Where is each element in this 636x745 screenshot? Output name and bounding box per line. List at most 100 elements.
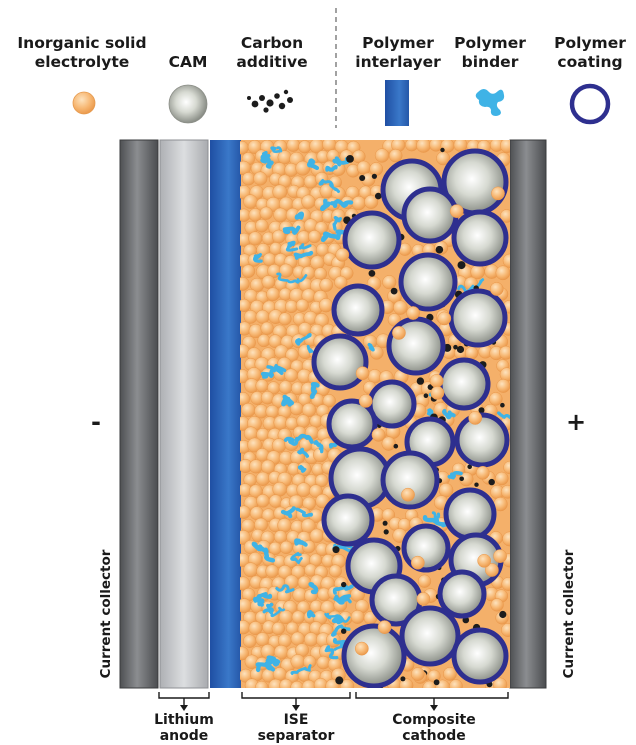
binder-strand-49 bbox=[442, 408, 456, 420]
binder-strand-62 bbox=[332, 215, 343, 231]
electrolyte-particle-392 bbox=[279, 540, 293, 555]
electrolyte-particle-514 bbox=[279, 678, 293, 688]
coated-cam-particle-9 bbox=[311, 333, 369, 391]
electrolyte-particle-122 bbox=[262, 252, 277, 267]
electrolyte-particle-front-32 bbox=[477, 553, 492, 568]
binder-strand-16 bbox=[294, 211, 305, 220]
electrolyte-particle-339 bbox=[272, 481, 288, 497]
electrolyte-particle-front-21 bbox=[468, 411, 483, 425]
binder-strand-20 bbox=[251, 541, 276, 563]
carbon-cluster-icon bbox=[247, 89, 293, 113]
electrolyte-particle-305 bbox=[381, 436, 396, 451]
electrolyte-particle-335 bbox=[495, 471, 509, 486]
binder-strand-1 bbox=[275, 584, 295, 594]
electrolyte-particle-170 bbox=[295, 298, 309, 312]
carbon-particle-59 bbox=[459, 476, 465, 482]
carbon-particle-9 bbox=[375, 192, 382, 200]
electrolyte-particle-450 bbox=[490, 598, 504, 612]
binder-strand-65 bbox=[331, 624, 351, 637]
electrolyte-particle-270 bbox=[301, 402, 317, 418]
electrolyte-particle-77 bbox=[351, 195, 366, 211]
electrolyte-particle-524 bbox=[449, 679, 463, 688]
binder-strand-17 bbox=[260, 150, 268, 161]
binder-strand-10 bbox=[281, 394, 295, 407]
electrolyte-particle-172 bbox=[318, 298, 334, 313]
interlayer-block-icon bbox=[385, 80, 409, 126]
carbon-particle-97 bbox=[400, 676, 406, 682]
electrolyte-particle-298 bbox=[247, 437, 263, 453]
separator-bracket bbox=[241, 692, 351, 699]
legend-binder-label-line2: binder bbox=[462, 53, 519, 71]
coated-cam-particle-6 bbox=[331, 283, 385, 337]
binder-strand-3 bbox=[306, 344, 314, 354]
legend-coating-label-line1: Polymer bbox=[554, 34, 626, 52]
separator-arrow-icon bbox=[292, 705, 300, 711]
electrolyte-particle-91 bbox=[255, 218, 269, 233]
electrolyte-particle-454 bbox=[278, 609, 294, 625]
electrolyte-particle-7 bbox=[322, 140, 337, 152]
binder-strand-60 bbox=[332, 584, 354, 595]
legend-inorganic-solid-electrolyte: Inorganic solid electrolyte bbox=[17, 34, 147, 115]
legend: Inorganic solid electrolyte CAM Carbon a… bbox=[17, 8, 626, 128]
coated-cam-particle-18 bbox=[321, 493, 375, 547]
electrolyte-particle-front-29 bbox=[430, 386, 445, 400]
electrolyte-particle-78 bbox=[364, 194, 379, 209]
anode-bracket bbox=[158, 692, 210, 699]
carbon-particle-70 bbox=[368, 270, 376, 277]
binder-strand-39 bbox=[295, 332, 312, 346]
electrolyte-particle-73 bbox=[301, 194, 316, 209]
anode-arrow-icon bbox=[180, 705, 188, 711]
electrolyte-particle-front-35 bbox=[410, 667, 425, 681]
anode-label-line1: Lithium bbox=[154, 712, 214, 728]
carbon-particle-30 bbox=[359, 175, 366, 181]
legend-polymer-interlayer: Polymer interlayer bbox=[355, 34, 441, 126]
carbon-particle-68 bbox=[382, 520, 388, 526]
legend-interlayer-label-line1: Polymer bbox=[362, 34, 434, 52]
electrolyte-particle-424 bbox=[417, 574, 432, 588]
electrolyte-particle-526 bbox=[492, 677, 508, 688]
electrolyte-particle-12 bbox=[405, 140, 419, 152]
carbon-particle-57 bbox=[456, 345, 465, 354]
binder-strand-57 bbox=[331, 615, 344, 625]
binder-strand-47 bbox=[332, 156, 350, 167]
electrolyte-particle-68 bbox=[243, 194, 258, 209]
electrolyte-particle-481 bbox=[240, 646, 249, 661]
electrolyte-particle-5 bbox=[298, 140, 312, 154]
legend-polymer-binder: Polymer binder bbox=[454, 34, 526, 116]
electrolyte-particle-145 bbox=[261, 275, 276, 289]
cell-content bbox=[240, 140, 510, 688]
carbon-particle-49 bbox=[341, 581, 347, 588]
electrolyte-particle-510 bbox=[443, 667, 457, 681]
electrolyte-particle-129 bbox=[502, 253, 510, 268]
carbon-particle-73 bbox=[332, 546, 340, 554]
coated-cam-particle-17 bbox=[443, 487, 497, 541]
carbon-particle-6 bbox=[474, 482, 479, 487]
electrolyte-particle-472 bbox=[501, 623, 510, 637]
electrolyte-particle-519 bbox=[339, 679, 355, 688]
electrolyte-particle-front-3 bbox=[401, 487, 415, 502]
binder-strand-22 bbox=[252, 253, 263, 263]
electrolyte-particle-496 bbox=[316, 655, 331, 670]
electrolyte-particles-front bbox=[335, 186, 507, 684]
binder-strand-68 bbox=[431, 511, 441, 524]
electrolyte-particle-177 bbox=[255, 309, 270, 324]
binder-strand-12 bbox=[290, 551, 303, 565]
electrolyte-particle-front-7 bbox=[406, 306, 420, 320]
electrolyte-particle-342 bbox=[309, 484, 323, 498]
carbon-particle-102 bbox=[499, 610, 507, 619]
electrolyte-particle-front-23 bbox=[354, 641, 369, 656]
electrolyte-particle-151 bbox=[334, 275, 348, 290]
electrolyte-particle-466 bbox=[271, 621, 285, 636]
electrolyte-particle-179 bbox=[278, 312, 292, 326]
binder-strand-28 bbox=[266, 363, 287, 373]
electrolyte-particle-front-6 bbox=[358, 394, 373, 408]
electrolyte-particle-40 bbox=[295, 160, 311, 176]
binder-strand-33 bbox=[285, 240, 299, 252]
current-collector-right-label: Current collector bbox=[561, 549, 577, 678]
coating-ring-icon bbox=[569, 83, 611, 125]
coated-cam-particle-24 bbox=[341, 623, 407, 688]
electrolyte-particle-455 bbox=[291, 610, 305, 624]
cathode-arrow-icon bbox=[430, 705, 438, 711]
electrolyte-particle-315 bbox=[248, 459, 264, 474]
electrolyte-particle-45 bbox=[356, 160, 371, 175]
